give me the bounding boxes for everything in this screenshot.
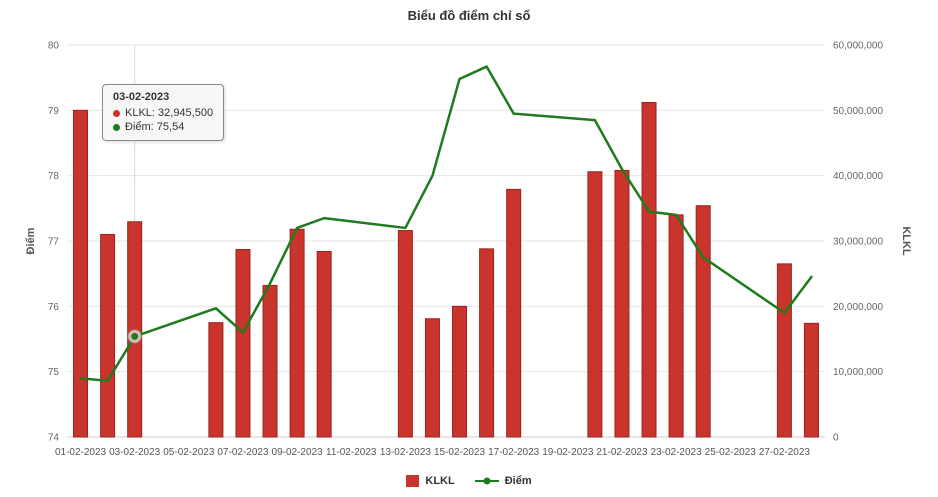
x-tick-label: 23-02-2023	[651, 447, 703, 458]
legend: KLKL Điểm	[0, 475, 938, 487]
y-left-tick-label: 79	[48, 106, 60, 117]
tooltip-diem-value: Điểm: 75,54	[125, 121, 185, 133]
klkl-bar[interactable]	[695, 205, 711, 438]
x-tick-label: 01-02-2023	[55, 447, 107, 458]
klkl-legend-swatch	[406, 475, 420, 487]
x-tick-label: 21-02-2023	[596, 447, 648, 458]
klkl-bar[interactable]	[289, 228, 305, 438]
legend-item-klkl[interactable]: KLKL	[406, 475, 455, 487]
klkl-bar[interactable]	[73, 109, 89, 438]
y-right-tick-label: 50,000,000	[833, 106, 883, 117]
diem-legend-marker	[483, 477, 491, 485]
klkl-bar[interactable]	[776, 263, 792, 438]
x-tick-label: 19-02-2023	[542, 447, 594, 458]
x-tick-label: 13-02-2023	[380, 447, 432, 458]
x-tick-label: 17-02-2023	[488, 447, 540, 458]
diem-line[interactable]	[79, 65, 813, 383]
klkl-series-dot	[113, 109, 120, 117]
y-right-tick-label: 60,000,000	[833, 41, 883, 52]
y-right-tick-label: 20,000,000	[833, 302, 883, 313]
klkl-bar[interactable]	[614, 169, 630, 438]
x-tick-label: 09-02-2023	[272, 447, 324, 458]
klkl-bar[interactable]	[424, 318, 440, 438]
highlight-marker[interactable]	[131, 332, 139, 340]
y-left-tick-label: 74	[48, 433, 60, 444]
klkl-bar[interactable]	[397, 230, 413, 438]
y-left-tick-label: 76	[48, 302, 60, 313]
x-tick-label: 15-02-2023	[434, 447, 486, 458]
y-left-axis-title: Điểm	[25, 227, 37, 254]
x-tick-label: 03-02-2023	[109, 447, 161, 458]
x-tick-label: 05-02-2023	[163, 447, 215, 458]
diem-series-dot	[113, 123, 120, 131]
y-left-tick-label: 77	[48, 237, 60, 248]
y-right-tick-label: 40,000,000	[833, 171, 883, 182]
diem-legend-line	[474, 477, 499, 485]
y-left-tick-label: 78	[48, 171, 60, 182]
klkl-bar[interactable]	[479, 248, 495, 438]
klkl-bar[interactable]	[127, 221, 143, 438]
y-left-tick-label: 80	[48, 41, 60, 52]
klkl-bar[interactable]	[316, 250, 332, 438]
y-right-axis-title: KLKL	[900, 226, 912, 256]
klkl-bar[interactable]	[506, 188, 522, 438]
klkl-bar[interactable]	[262, 284, 278, 438]
x-tick-label: 27-02-2023	[759, 447, 811, 458]
klkl-bar[interactable]	[452, 305, 468, 438]
y-right-tick-label: 10,000,000	[833, 367, 883, 378]
x-tick-label: 25-02-2023	[705, 447, 757, 458]
klkl-bar[interactable]	[668, 214, 684, 438]
y-left-tick-label: 75	[48, 367, 60, 378]
tooltip-date: 03-02-2023	[113, 91, 170, 103]
klkl-bar[interactable]	[803, 322, 819, 438]
chart-title: Biểu đồ điểm chỉ số	[407, 8, 531, 23]
klkl-legend-label: KLKL	[425, 475, 455, 487]
x-tick-label: 07-02-2023	[217, 447, 269, 458]
y-right-tick-label: 0	[833, 433, 839, 444]
diem-legend-label: Điểm	[504, 475, 532, 487]
klkl-bar[interactable]	[100, 233, 116, 438]
klkl-bar[interactable]	[587, 171, 603, 438]
klkl-bar[interactable]	[235, 248, 251, 438]
tooltip-row-diem: Điểm: 75,54	[113, 121, 213, 133]
klkl-bar[interactable]	[641, 101, 657, 438]
legend-item-diem[interactable]: Điểm	[474, 475, 532, 487]
tooltip: 03-02-2023 KLKL: 32,945,500 Điểm: 75,54	[102, 84, 225, 141]
tooltip-row-klkl: KLKL: 32,945,500	[113, 107, 213, 119]
x-tick-label: 11-02-2023	[326, 447, 377, 458]
y-right-tick-label: 30,000,000	[833, 237, 883, 248]
klkl-bar[interactable]	[208, 322, 224, 438]
tooltip-klkl-value: KLKL: 32,945,500	[125, 107, 214, 119]
